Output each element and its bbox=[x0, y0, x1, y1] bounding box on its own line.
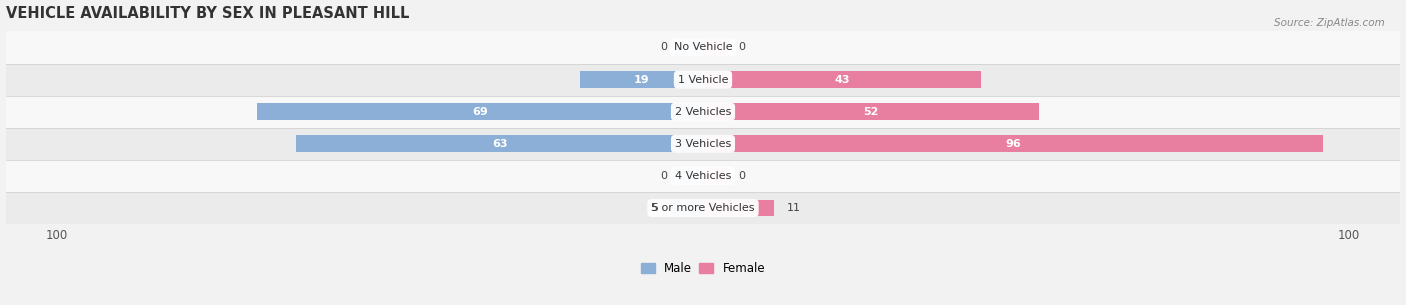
Text: VEHICLE AVAILABILITY BY SEX IN PLEASANT HILL: VEHICLE AVAILABILITY BY SEX IN PLEASANT … bbox=[6, 5, 409, 20]
Text: 4 Vehicles: 4 Vehicles bbox=[675, 171, 731, 181]
Text: 1 Vehicle: 1 Vehicle bbox=[678, 75, 728, 84]
Bar bbox=[257, 103, 703, 120]
Bar bbox=[678, 39, 703, 56]
Text: 52: 52 bbox=[863, 107, 879, 117]
Bar bbox=[0, 192, 1406, 224]
Text: 5: 5 bbox=[651, 203, 658, 213]
Bar bbox=[0, 96, 1406, 128]
Text: 3 Vehicles: 3 Vehicles bbox=[675, 139, 731, 149]
Legend: Male, Female: Male, Female bbox=[636, 257, 770, 280]
Text: 69: 69 bbox=[472, 107, 488, 117]
Bar bbox=[671, 200, 703, 216]
Text: 96: 96 bbox=[1005, 139, 1021, 149]
Bar bbox=[678, 167, 703, 184]
Text: 43: 43 bbox=[834, 75, 849, 84]
Text: 2 Vehicles: 2 Vehicles bbox=[675, 107, 731, 117]
Text: 19: 19 bbox=[634, 75, 650, 84]
Text: No Vehicle: No Vehicle bbox=[673, 42, 733, 52]
Text: 0: 0 bbox=[661, 42, 668, 52]
Text: 11: 11 bbox=[787, 203, 801, 213]
Bar bbox=[703, 71, 981, 88]
Bar bbox=[703, 200, 775, 216]
Bar bbox=[703, 167, 728, 184]
Bar bbox=[703, 39, 728, 56]
Bar bbox=[703, 103, 1039, 120]
Text: 0: 0 bbox=[738, 171, 745, 181]
Text: 5 or more Vehicles: 5 or more Vehicles bbox=[651, 203, 755, 213]
Bar bbox=[0, 63, 1406, 96]
Text: 63: 63 bbox=[492, 139, 508, 149]
Text: Source: ZipAtlas.com: Source: ZipAtlas.com bbox=[1274, 18, 1385, 28]
Bar bbox=[297, 135, 703, 152]
Text: 0: 0 bbox=[661, 171, 668, 181]
Bar bbox=[0, 160, 1406, 192]
Bar bbox=[703, 135, 1323, 152]
Bar bbox=[0, 128, 1406, 160]
Text: 0: 0 bbox=[738, 42, 745, 52]
Bar bbox=[581, 71, 703, 88]
Bar bbox=[0, 31, 1406, 63]
